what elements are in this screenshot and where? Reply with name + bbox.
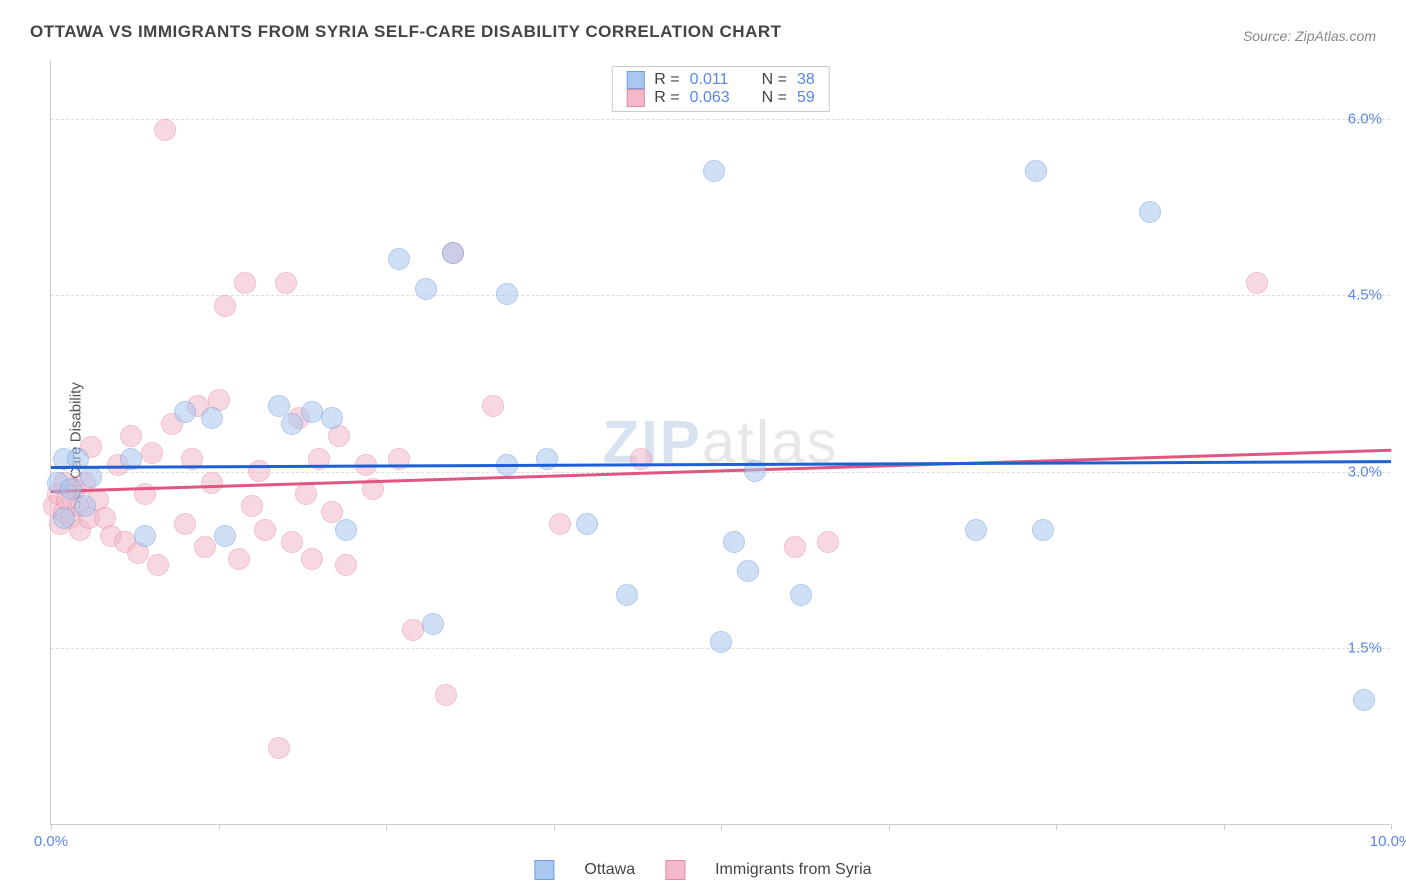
syria-swatch-icon — [626, 89, 644, 107]
syria-point — [435, 684, 457, 706]
ottawa-point — [134, 525, 156, 547]
ottawa-point — [214, 525, 236, 547]
ottawa-point — [710, 631, 732, 653]
ottawa-point — [301, 401, 323, 423]
source-label: Source: ZipAtlas.com — [1243, 28, 1376, 44]
stat-n-value-syria: 59 — [797, 89, 815, 107]
syria-point — [201, 472, 223, 494]
ottawa-point — [281, 413, 303, 435]
ottawa-point — [965, 519, 987, 541]
ottawa-swatch-icon — [626, 71, 644, 89]
correlation-stat-box: R = 0.011 N = 38 R = 0.063 N = 59 — [611, 66, 829, 112]
y-tick-label: 6.0% — [1348, 110, 1382, 127]
gridline — [51, 295, 1390, 296]
syria-point — [241, 495, 263, 517]
syria-point — [402, 619, 424, 641]
scatter-plot-area: ZIPatlas R = 0.011 N = 38 R = 0.063 N = … — [50, 60, 1390, 825]
ottawa-point — [321, 407, 343, 429]
syria-point — [295, 483, 317, 505]
stat-n-label: N = — [762, 71, 787, 89]
x-tick-label-right: 10.0% — [1370, 833, 1406, 850]
ottawa-point — [335, 519, 357, 541]
syria-point — [281, 531, 303, 553]
syria-point — [630, 448, 652, 470]
syria-point — [301, 548, 323, 570]
stat-r-value-ottawa: 0.011 — [690, 71, 746, 89]
stat-row-ottawa: R = 0.011 N = 38 — [626, 71, 814, 89]
stat-r-label: R = — [654, 71, 679, 89]
ottawa-point — [703, 160, 725, 182]
syria-point — [248, 460, 270, 482]
syria-point — [254, 519, 276, 541]
ottawa-point — [1032, 519, 1054, 541]
syria-point — [1246, 272, 1268, 294]
syria-point — [228, 548, 250, 570]
syria-legend-swatch-icon — [665, 860, 685, 880]
ottawa-point — [422, 613, 444, 635]
gridline — [51, 119, 1390, 120]
syria-point — [147, 554, 169, 576]
syria-point — [194, 536, 216, 558]
x-tick-mark — [554, 824, 555, 830]
ottawa-point — [174, 401, 196, 423]
ottawa-point — [53, 507, 75, 529]
syria-point — [154, 119, 176, 141]
x-tick-label-left: 0.0% — [34, 833, 68, 850]
syria-point — [817, 531, 839, 553]
ottawa-point — [1025, 160, 1047, 182]
ottawa-point — [74, 495, 96, 517]
ottawa-point — [576, 513, 598, 535]
syria-point — [174, 513, 196, 535]
ottawa-point — [1139, 201, 1161, 223]
x-tick-mark — [1056, 824, 1057, 830]
ottawa-legend-swatch-icon — [534, 860, 554, 880]
x-tick-mark — [889, 824, 890, 830]
stat-n-label: N = — [762, 89, 787, 107]
chart-title: OTTAWA VS IMMIGRANTS FROM SYRIA SELF-CAR… — [30, 22, 782, 42]
stat-n-value-ottawa: 38 — [797, 71, 815, 89]
syria-point — [549, 513, 571, 535]
ottawa-point — [616, 584, 638, 606]
ottawa-point — [496, 283, 518, 305]
syria-point — [141, 442, 163, 464]
legend: Ottawa Immigrants from Syria — [534, 860, 871, 880]
x-tick-mark — [386, 824, 387, 830]
syria-point — [335, 554, 357, 576]
ottawa-point — [536, 448, 558, 470]
ottawa-point — [790, 584, 812, 606]
legend-ottawa-label: Ottawa — [584, 861, 635, 879]
x-tick-mark — [1391, 824, 1392, 830]
x-tick-mark — [1224, 824, 1225, 830]
syria-point — [482, 395, 504, 417]
legend-syria-label: Immigrants from Syria — [715, 861, 871, 879]
x-tick-mark — [721, 824, 722, 830]
y-tick-label: 1.5% — [1348, 640, 1382, 657]
syria-point — [784, 536, 806, 558]
ottawa-point — [415, 278, 437, 300]
ottawa-point — [80, 466, 102, 488]
stat-r-label: R = — [654, 89, 679, 107]
y-tick-label: 3.0% — [1348, 463, 1382, 480]
y-tick-label: 4.5% — [1348, 287, 1382, 304]
x-tick-mark — [219, 824, 220, 830]
stat-row-syria: R = 0.063 N = 59 — [626, 89, 814, 107]
ottawa-point — [442, 242, 464, 264]
syria-point — [268, 737, 290, 759]
syria-point — [120, 425, 142, 447]
ottawa-point — [388, 248, 410, 270]
ottawa-point — [723, 531, 745, 553]
syria-point — [234, 272, 256, 294]
x-tick-mark — [51, 824, 52, 830]
ottawa-point — [737, 560, 759, 582]
ottawa-point — [1353, 689, 1375, 711]
ottawa-point — [201, 407, 223, 429]
syria-point — [214, 295, 236, 317]
syria-point — [275, 272, 297, 294]
stat-r-value-syria: 0.063 — [690, 89, 746, 107]
